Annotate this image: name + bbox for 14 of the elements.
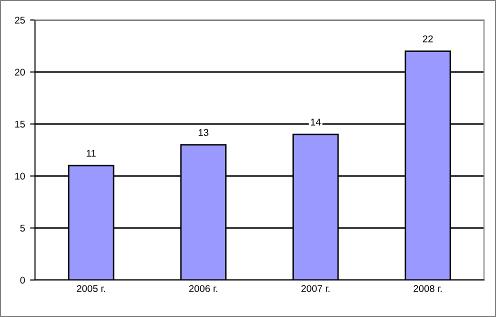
x-tick-label: 2007 г. bbox=[301, 285, 330, 292]
y-tick-label: 20 bbox=[14, 68, 25, 76]
data-label: 22 bbox=[422, 35, 433, 42]
data-label: 11 bbox=[86, 150, 96, 157]
y-tick-label: 0 bbox=[20, 276, 25, 284]
data-label: 13 bbox=[198, 129, 208, 136]
y-tick-label: 5 bbox=[20, 224, 25, 232]
y-tick-label: 15 bbox=[15, 120, 25, 128]
y-tick-label: 10 bbox=[15, 172, 25, 180]
x-tick-label: 2008 г. bbox=[414, 285, 442, 292]
y-tick-label: 25 bbox=[14, 16, 25, 24]
x-tick-label: 2005 г. bbox=[76, 285, 105, 292]
data-label: 14 bbox=[310, 118, 321, 126]
x-tick-label: 2006 г. bbox=[189, 285, 218, 292]
